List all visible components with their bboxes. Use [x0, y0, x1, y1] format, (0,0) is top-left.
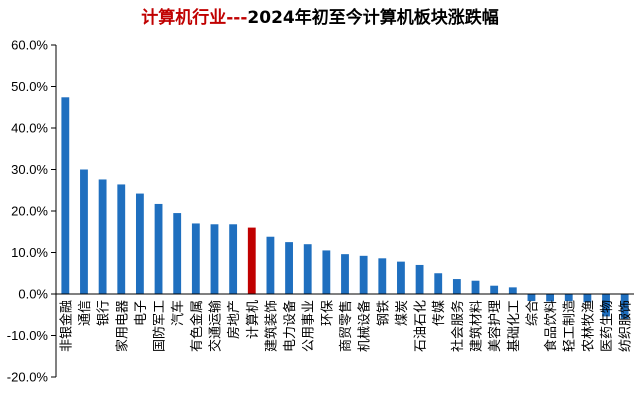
category-label: 食品饮料	[543, 300, 559, 352]
category-label: 石油石化	[414, 300, 429, 352]
category-label: 钢铁	[376, 300, 391, 326]
category-label: 商贸零售	[338, 300, 354, 352]
category-label: 机械设备	[357, 300, 373, 352]
y-tick-label: 0.0%	[18, 287, 48, 302]
category-label: 社会服务	[450, 300, 466, 352]
bar	[359, 255, 368, 294]
bar	[154, 203, 163, 294]
bar	[508, 287, 517, 294]
bar	[564, 294, 573, 302]
category-label: 交通运输	[207, 300, 223, 352]
bar	[98, 179, 107, 294]
bar	[471, 280, 480, 294]
category-label: 通信	[78, 300, 93, 326]
bar	[378, 258, 387, 294]
chart-title: 计算机行业---2024年初至今计算机板块涨跌幅	[0, 3, 640, 28]
category-labels: 非银金融 通信 银行 家用电器 电子 国防军工 汽车 有色金属 交通运输 房地产 计算机 建筑装饰 电力…	[58, 300, 633, 352]
y-tick-label: 60.0%	[11, 38, 48, 53]
category-label: 医药生物	[600, 300, 615, 352]
bar	[117, 184, 126, 294]
category-label: 国防军工	[152, 300, 168, 352]
bar	[247, 227, 256, 294]
bar	[490, 285, 499, 294]
category-label: 美容护理	[487, 300, 503, 352]
category-label: 农林牧渔	[581, 300, 596, 352]
category-label: 建筑装饰	[263, 300, 279, 352]
bar	[415, 264, 424, 294]
axes	[55, 45, 634, 377]
bars	[61, 97, 629, 319]
bar	[80, 169, 88, 294]
bar	[341, 254, 349, 294]
bar	[527, 294, 536, 302]
category-label: 计算机	[246, 300, 261, 339]
bar	[135, 193, 144, 294]
category-label: 房地产	[226, 300, 242, 339]
bar	[229, 224, 238, 294]
category-label: 纺织服饰	[619, 300, 634, 352]
y-tick-label: 10.0%	[11, 245, 48, 260]
bar	[397, 261, 405, 294]
bar	[303, 244, 312, 294]
y-axis-ticks: 60.0% 50.0% 40.0% 30.0% 20.0% 10.0% 0.0% -10.0%…	[7, 38, 56, 385]
category-label: 传媒	[432, 300, 447, 326]
category-label: 环保	[320, 300, 335, 326]
bar	[583, 294, 592, 303]
category-label: 非银金融	[58, 300, 74, 352]
category-label: 基础化工	[507, 300, 522, 352]
y-tick-label: 50.0%	[11, 79, 48, 94]
y-tick-label: -20.0%	[7, 370, 49, 385]
bar	[285, 242, 293, 294]
category-label: 银行	[97, 300, 112, 326]
category-label: 公用事业	[302, 300, 317, 352]
category-label: 煤炭	[395, 300, 410, 326]
bar	[434, 273, 443, 294]
bar	[266, 236, 275, 294]
bar	[173, 213, 182, 294]
chart-title-highlight: 计算机行业---	[141, 8, 248, 28]
y-tick-label: 40.0%	[11, 121, 48, 136]
category-label: 综合	[525, 300, 540, 326]
bar	[546, 294, 555, 302]
category-label: 电力设备	[282, 300, 298, 352]
chart-title-main: 2024年初至今计算机板块涨跌幅	[247, 8, 499, 28]
bar	[191, 223, 200, 294]
bar	[620, 294, 629, 319]
bar	[210, 224, 219, 294]
category-label: 建筑材料	[469, 300, 485, 352]
category-label: 轻工制造	[563, 300, 578, 352]
bar	[452, 279, 461, 294]
bar	[322, 250, 331, 294]
bar	[61, 97, 70, 294]
bar	[602, 294, 610, 317]
y-tick-label: 20.0%	[11, 204, 48, 219]
y-tick-label: -10.0%	[7, 328, 49, 343]
category-label: 汽车	[170, 300, 186, 326]
category-label: 有色金属	[189, 300, 205, 352]
category-label: 家用电器	[114, 300, 130, 352]
y-tick-label: 30.0%	[11, 162, 48, 177]
category-label: 电子	[134, 300, 149, 326]
